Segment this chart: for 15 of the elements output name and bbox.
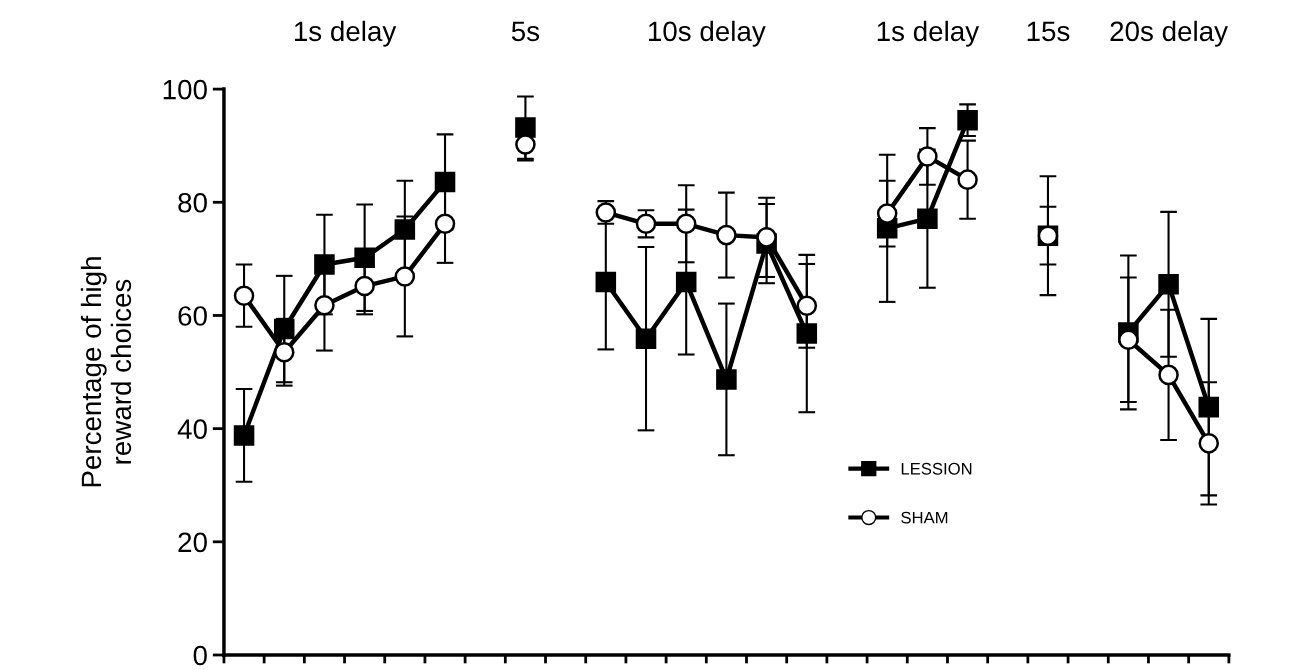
text: 20s delay <box>1110 20 1228 47</box>
y-tick-label: 100 <box>163 79 207 100</box>
y-tick-label: 40 <box>177 419 207 439</box>
y-tick-label: 0 <box>193 645 207 666</box>
text: 15s <box>1027 21 1070 42</box>
text: 1s delay <box>294 20 397 47</box>
text: 1s delay <box>877 20 980 47</box>
legend-label: SHAM <box>901 511 948 524</box>
y-tick-label: 80 <box>178 192 207 213</box>
y-tick-label: 60 <box>178 306 207 326</box>
text: 10s delay <box>648 20 766 47</box>
y-axis-title: Percentage of high reward choices <box>80 257 132 487</box>
legend-label: LESSION <box>901 462 972 475</box>
y-tick-label: 20 <box>178 532 207 553</box>
text: 5s <box>511 21 540 42</box>
